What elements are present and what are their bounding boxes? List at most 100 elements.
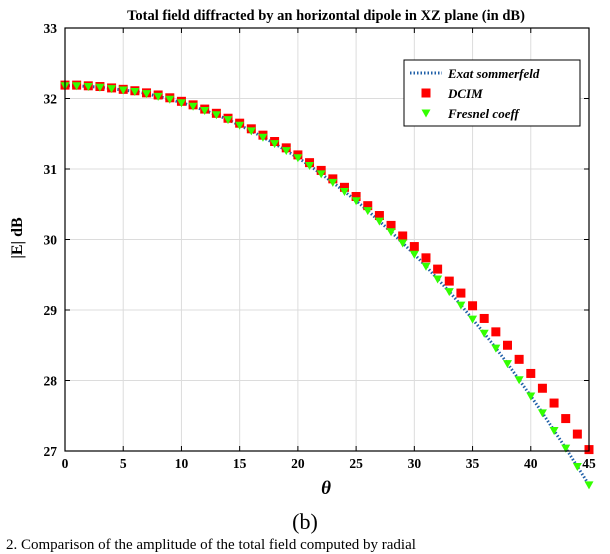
legend-swatch-triangle [421,109,431,118]
y-tick-label: 33 [44,21,58,36]
point-fresnel-coeff [537,409,547,418]
figure-caption: (b) [292,509,318,534]
point-dcim [328,174,338,184]
x-tick-label: 20 [291,456,305,471]
point-fresnel-coeff [211,111,221,120]
point-dcim [339,182,349,192]
point-fresnel-coeff [491,344,501,353]
point-fresnel-coeff [433,275,443,284]
point-dcim [491,327,501,337]
point-fresnel-coeff [293,154,303,163]
chart-legend: Exat sommerfeld DCIM Fresnel coeff [403,59,581,127]
point-fresnel-coeff [363,207,373,216]
point-fresnel-coeff [130,87,140,96]
point-fresnel-coeff [107,85,117,94]
point-fresnel-coeff [270,140,280,149]
legend-label: Fresnel coeff [447,106,521,121]
x-tick-label: 35 [466,456,480,471]
point-fresnel-coeff [95,83,105,92]
y-tick-label: 27 [44,444,58,459]
y-axis-label: |E| dB [9,217,26,259]
point-fresnel-coeff [118,86,128,95]
point-fresnel-coeff [223,116,233,125]
y-tick-label: 30 [44,233,58,248]
point-fresnel-coeff [351,197,361,206]
point-dcim [572,429,582,439]
point-fresnel-coeff [281,147,291,156]
x-tick-label: 5 [120,456,127,471]
legend-label: Exat sommerfeld [447,66,540,81]
point-fresnel-coeff [305,161,315,170]
point-fresnel-coeff [153,92,163,101]
y-tick-label: 28 [44,374,58,389]
point-fresnel-coeff [549,427,559,436]
point-fresnel-coeff [456,301,466,310]
point-dcim [549,398,559,408]
series-line-exat-sommerfeld [65,84,591,486]
point-dcim [433,264,443,274]
point-dcim [374,211,384,221]
figure-description-text: 2. Comparison of the amplitude of the to… [6,537,416,553]
point-fresnel-coeff [398,239,408,248]
point-fresnel-coeff [502,360,512,369]
point-dcim [351,191,361,201]
point-fresnel-coeff [514,376,524,385]
y-tick-label: 29 [44,303,58,318]
x-tick-label: 45 [582,456,596,471]
point-fresnel-coeff [200,106,210,115]
x-tick-label: 25 [349,456,363,471]
x-tick-label: 10 [175,456,189,471]
y-tick-label: 31 [44,162,58,177]
point-dcim [468,301,478,311]
point-fresnel-coeff [235,121,245,130]
x-tick-label: 0 [62,456,69,471]
chart-title: Total field diffracted by an horizontal … [127,8,525,24]
point-fresnel-coeff [374,217,384,226]
point-fresnel-coeff [386,228,396,237]
point-fresnel-coeff [409,250,419,259]
x-tick-label: 40 [524,456,538,471]
point-fresnel-coeff [83,83,93,92]
legend-label: DCIM [447,86,483,101]
point-dcim [444,276,454,286]
y-tick-label: 32 [44,92,58,107]
point-fresnel-coeff [328,178,338,187]
point-fresnel-coeff [142,90,152,99]
chart-series [60,80,594,490]
point-dcim [526,368,536,378]
point-dcim [363,201,373,211]
point-dcim [421,253,431,263]
point-fresnel-coeff [188,102,198,111]
point-dcim [398,231,408,241]
point-dcim [561,414,571,424]
legend-box [403,59,581,127]
x-tick-label: 15 [233,456,247,471]
point-fresnel-coeff [572,463,582,472]
point-dcim [514,354,524,364]
point-fresnel-coeff [176,99,186,108]
axis-ticks: 0 5 10 15 20 25 30 35 40 45 27 28 29 30 31 32 33 [44,21,597,471]
point-fresnel-coeff [479,329,489,338]
point-fresnel-coeff [421,262,431,271]
point-fresnel-coeff [258,133,268,142]
point-fresnel-coeff [561,444,571,453]
point-fresnel-coeff [72,82,82,91]
point-dcim [537,383,547,393]
x-axis-label: θ [321,478,331,499]
point-fresnel-coeff [526,392,536,401]
point-dcim [409,242,419,252]
point-dcim [479,313,489,323]
point-dcim [502,340,512,350]
legend-swatch-square [421,88,431,98]
point-fresnel-coeff [584,481,594,490]
point-dcim [316,165,326,175]
point-fresnel-coeff [468,315,478,324]
point-fresnel-coeff [246,127,256,136]
point-fresnel-coeff [316,170,326,179]
point-dcim [456,288,466,298]
point-fresnel-coeff [444,288,454,297]
point-fresnel-coeff [339,188,349,197]
x-tick-label: 30 [408,456,422,471]
point-dcim [386,220,396,230]
